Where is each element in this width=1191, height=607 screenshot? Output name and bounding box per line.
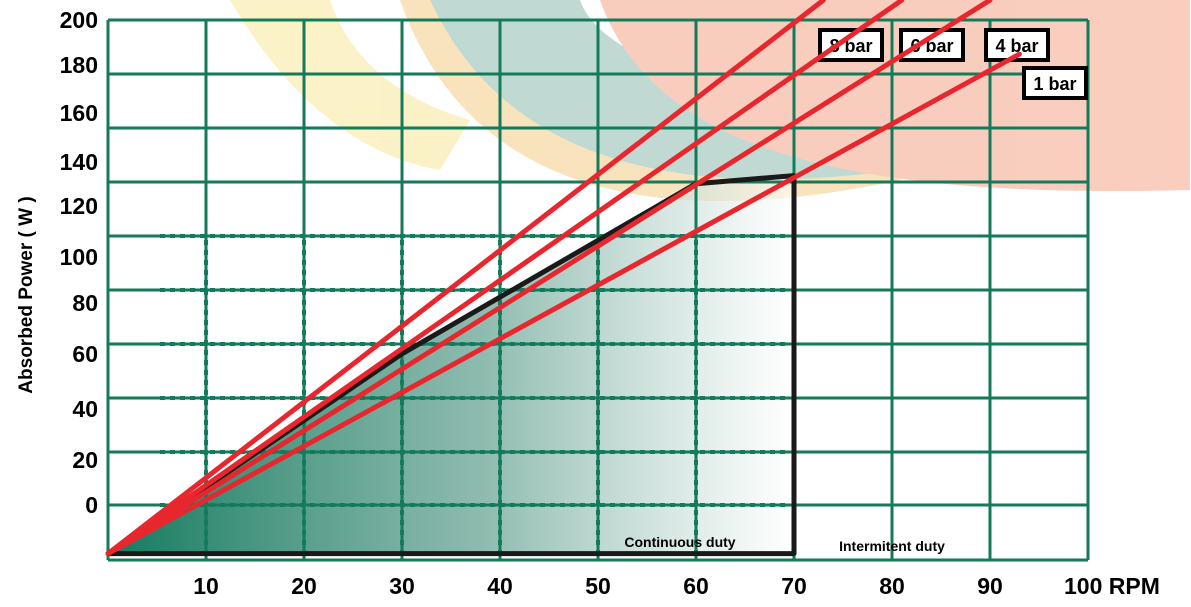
series-label: 1 bar	[1033, 74, 1076, 94]
series-line	[105, 0, 905, 557]
x-tick-label: 30	[389, 573, 415, 599]
series-label-box	[1022, 66, 1088, 100]
continuous-duty-outline	[106, 173, 797, 557]
y-tick-label: 160	[60, 100, 98, 126]
x-axis-ticks: 10 20 30 40 50 60 70 80 90 100 RPM	[193, 573, 1160, 599]
background-watermark	[230, 0, 1190, 202]
y-tick-label: 0	[85, 492, 98, 518]
x-tick-label: 50	[585, 573, 611, 599]
y-axis-ticks: 0 20 40 60 80 100 120 140 160 180 200	[60, 7, 98, 518]
y-tick-label: 80	[72, 290, 98, 316]
continuous-duty-label: Continuous duty	[624, 534, 735, 550]
series-line	[105, 0, 993, 557]
x-tick-label: 40	[487, 573, 513, 599]
x-tick-label: 90	[977, 573, 1003, 599]
intermittent-duty-label: Intermitent duty	[839, 538, 945, 554]
series-line	[105, 0, 826, 557]
x-tick-label: 60	[683, 573, 709, 599]
y-tick-label: 120	[60, 193, 98, 219]
x-tick-label: 70	[781, 573, 807, 599]
series-label: 4 bar	[995, 36, 1038, 56]
y-tick-label: 60	[72, 341, 98, 367]
y-tick-label: 140	[60, 149, 98, 175]
y-tick-label: 200	[60, 7, 98, 33]
y-axis-label: Absorbed Power ( W )	[16, 196, 37, 393]
y-tick-label: 100	[60, 244, 98, 270]
y-tick-label: 180	[60, 52, 98, 78]
x-tick-label: 100 RPM	[1064, 573, 1160, 599]
x-tick-label: 10	[193, 573, 219, 599]
x-tick-label: 80	[879, 573, 905, 599]
series-line	[105, 51, 1022, 557]
y-tick-label: 20	[72, 447, 98, 473]
y-tick-label: 40	[72, 396, 98, 422]
x-tick-label: 20	[291, 573, 317, 599]
